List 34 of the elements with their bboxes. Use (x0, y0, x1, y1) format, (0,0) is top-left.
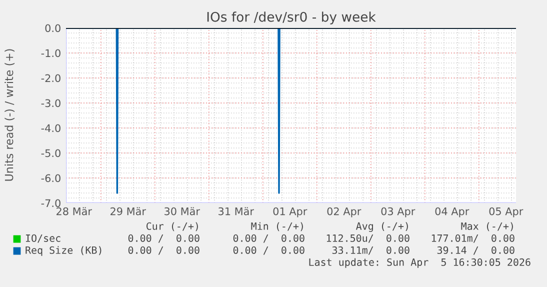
x-tick-label: 29 Mär (110, 207, 146, 216)
y-tick-label: -2.0 (41, 74, 60, 82)
text: Cur (-/+) (146, 222, 198, 232)
x-tick-label: 03 Apr (381, 207, 416, 218)
y-tick-label: -6.0 (41, 174, 60, 182)
text: 112.50u/ 0.00 (326, 234, 410, 243)
text: 0.00 / 0.00 (128, 234, 200, 243)
text: Min (-/+) (251, 222, 303, 232)
x-tick-label: 04 Apr (435, 207, 470, 218)
text: 177.01m/ 0.00 (432, 234, 514, 243)
x-tick-label: 05 Apr (489, 207, 524, 218)
y-tick-label: -1.0 (41, 49, 60, 58)
text: 33.11m/ 0.00 (332, 246, 410, 255)
x-tick-label: 28 Mär (56, 207, 92, 216)
text: 0.00 / 0.00 (233, 234, 304, 243)
text: Avg (-/+) (356, 222, 408, 232)
x-tick-label: 31 Mär (218, 207, 254, 216)
y-tick-label: -4.0 (41, 124, 60, 132)
y-tick-label: -3.0 (41, 99, 60, 108)
x-tick-label: 02 Apr (327, 207, 362, 218)
legend-label: IO/sec (26, 234, 60, 243)
text: Last update: Sun Apr 5 16:30:05 2026 (309, 258, 530, 268)
text: 39.14 / 0.00 (437, 246, 514, 255)
legend-label: Req Size (KB) (26, 246, 102, 256)
chart-title: IOs for /dev/sr0 - by week (207, 12, 376, 24)
text: 0.00 / 0.00 (233, 246, 304, 255)
x-tick-label: 01 Apr (273, 207, 308, 218)
text: 0.00 / 0.00 (128, 246, 200, 255)
text: Max (-/+) (461, 222, 513, 232)
y-tick-label: -7.0 (41, 199, 60, 208)
x-tick-label: 30 Mär (164, 207, 200, 216)
y-tick-label: 0.0 (45, 24, 60, 32)
y-tick-label: -5.0 (41, 149, 60, 158)
y-axis-title: Units read (-) / write (+) (4, 49, 15, 181)
